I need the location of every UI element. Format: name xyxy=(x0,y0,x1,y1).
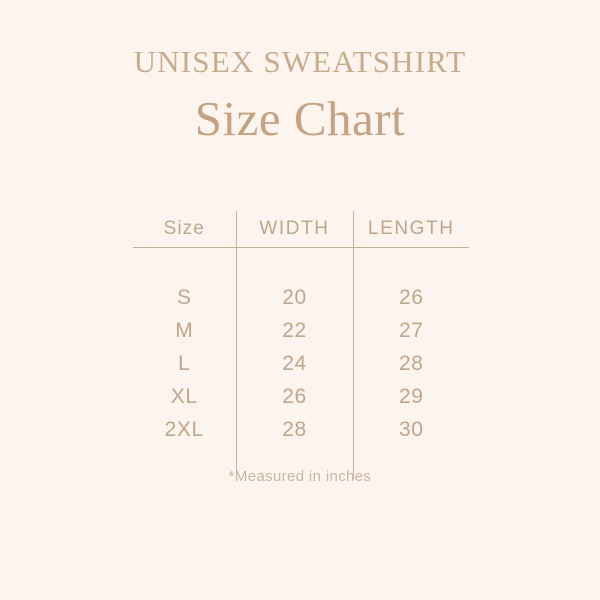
table-header-row: Size WIDTH LENGTH xyxy=(133,211,469,248)
cell-length: 27 xyxy=(352,314,469,347)
cell-size: L xyxy=(178,351,191,375)
table-row: 2XL 28 30 xyxy=(133,413,469,446)
cell-size: S xyxy=(176,285,192,309)
size-chart-table: Size WIDTH LENGTH S 20 26 M xyxy=(133,211,469,479)
cell-length: 26 xyxy=(352,281,469,314)
table-row: XL 26 29 xyxy=(133,380,469,413)
table-row: L 24 28 xyxy=(133,347,469,380)
spacer-cell-size xyxy=(133,248,236,282)
cell-size: 2XL xyxy=(164,417,204,441)
cell-size: XL xyxy=(170,384,198,408)
table-row-spacer xyxy=(133,446,469,479)
page-title: Size Chart xyxy=(194,91,406,146)
cell-length: 30 xyxy=(352,413,469,446)
title-block: UNISEX SWEATSHIRT Size Chart xyxy=(0,44,600,148)
size-table-wrap: Size WIDTH LENGTH S 20 26 M xyxy=(133,211,469,479)
spacer-cell-length xyxy=(352,247,469,281)
cell-width: 24 xyxy=(235,347,353,380)
table-row: M 22 27 xyxy=(133,314,469,347)
table-row: S 20 26 xyxy=(133,281,469,314)
table-row-spacer xyxy=(133,247,469,282)
cell-length: 29 xyxy=(352,380,469,413)
spacer-cell-length xyxy=(352,446,469,479)
cell-width: 22 xyxy=(235,314,353,347)
table-head: Size WIDTH LENGTH xyxy=(133,211,469,248)
product-eyebrow-title: UNISEX SWEATSHIRT xyxy=(133,44,467,79)
cell-width: 28 xyxy=(235,413,353,446)
spacer-cell-width xyxy=(235,446,353,479)
spacer-cell-width xyxy=(235,247,353,281)
column-header-size: Size xyxy=(133,211,236,248)
column-header-length: LENGTH xyxy=(352,211,469,248)
cell-size: M xyxy=(175,318,194,342)
column-header-width: WIDTH xyxy=(235,211,353,248)
table-body: S 20 26 M 22 27 L 24 28 XL 26 29 xyxy=(133,247,469,479)
cell-length: 28 xyxy=(352,347,469,380)
measurement-footnote: *Measured in inches xyxy=(228,468,372,485)
cell-width: 26 xyxy=(235,380,353,413)
cell-width: 20 xyxy=(235,281,353,314)
